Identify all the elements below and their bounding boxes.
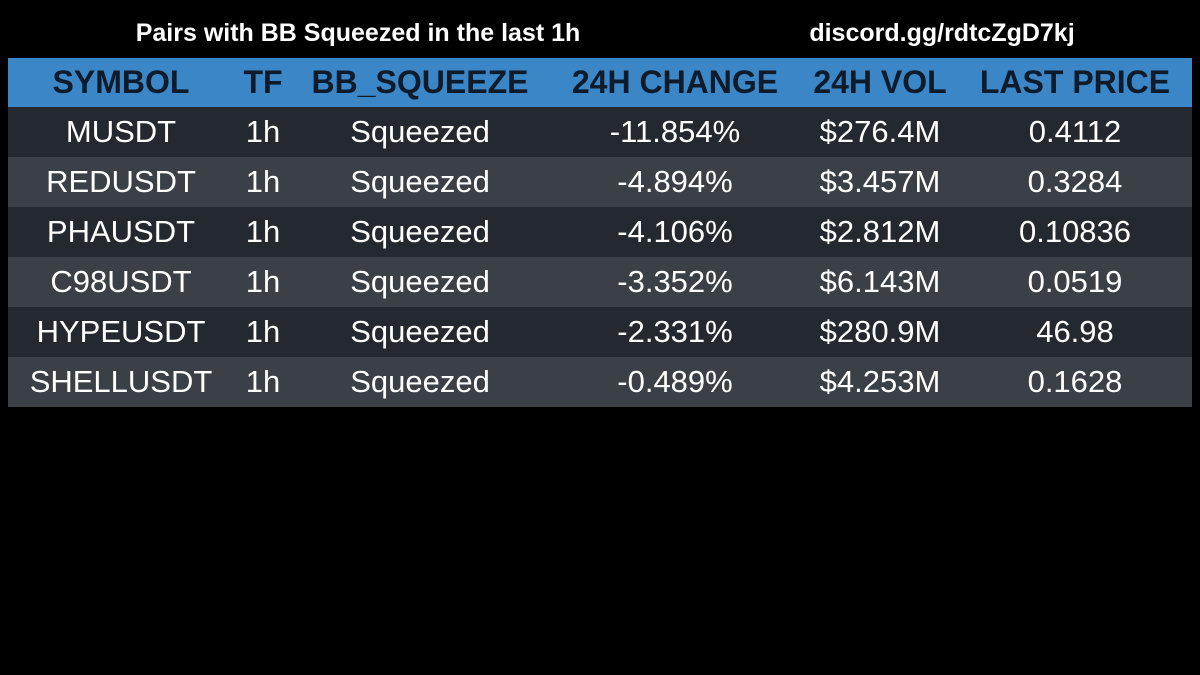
table-body: MUSDT 1h Squeezed -11.854% $276.4M 0.4112 REDU…: [8, 107, 1192, 407]
table-cell: $6.143M: [802, 257, 958, 307]
title: Pairs with BB Squeezed in the last 1h: [135, 19, 581, 47]
table-cell: SHELLUSDT: [8, 357, 234, 407]
table-cell: 1h: [234, 257, 292, 307]
table-cell: HYPEUSDT: [8, 307, 234, 357]
table-cell: 0.10836: [958, 207, 1192, 257]
table-row: MUSDT 1h Squeezed -11.854% $276.4M 0.4112: [8, 107, 1192, 157]
column-header: 24H CHANGE: [548, 58, 802, 107]
table-cell: Squeezed: [292, 257, 548, 307]
table-cell: PHAUSDT: [8, 207, 234, 257]
table-cell: 1h: [234, 157, 292, 207]
table-cell: REDUSDT: [8, 157, 234, 207]
table-cell: Squeezed: [292, 307, 548, 357]
column-header: BB_SQUEEZE: [292, 58, 548, 107]
table-cell: C98USDT: [8, 257, 234, 307]
table-cell: 1h: [234, 307, 292, 357]
pairs-table: SYMBOL TF BB_SQUEEZE 24H CHANGE 24H VOL LAST …: [8, 58, 1192, 407]
table-row: SHELLUSDT 1h Squeezed -0.489% $4.253M 0.1628: [8, 357, 1192, 407]
table-cell: 0.0519: [958, 257, 1192, 307]
header-row: SYMBOL TF BB_SQUEEZE 24H CHANGE 24H VOL LAST …: [8, 58, 1192, 107]
table-row: HYPEUSDT 1h Squeezed -2.331% $280.9M 46.98: [8, 307, 1192, 357]
table-cell: $276.4M: [802, 107, 958, 157]
table-cell: 1h: [234, 207, 292, 257]
column-header: 24H VOL: [802, 58, 958, 107]
table-row: REDUSDT 1h Squeezed -4.894% $3.457M 0.3284: [8, 157, 1192, 207]
table-cell: 0.3284: [958, 157, 1192, 207]
table-cell: 1h: [234, 357, 292, 407]
table-cell: Squeezed: [292, 107, 548, 157]
table-cell: MUSDT: [8, 107, 234, 157]
table-cell: 0.1628: [958, 357, 1192, 407]
table-row: PHAUSDT 1h Squeezed -4.106% $2.812M 0.10836: [8, 207, 1192, 257]
column-header: SYMBOL: [8, 58, 234, 107]
table-cell: 1h: [234, 107, 292, 157]
table-cell: Squeezed: [292, 207, 548, 257]
table-cell: -3.352%: [548, 257, 802, 307]
table-cell: 46.98: [958, 307, 1192, 357]
table-cell: -11.854%: [548, 107, 802, 157]
table-cell: $4.253M: [802, 357, 958, 407]
column-header: LAST PRICE: [958, 58, 1192, 107]
table-cell: $2.812M: [802, 207, 958, 257]
table-cell: $3.457M: [802, 157, 958, 207]
table-cell: Squeezed: [292, 157, 548, 207]
table-cell: Squeezed: [292, 357, 548, 407]
table-row: C98USDT 1h Squeezed -3.352% $6.143M 0.0519: [8, 257, 1192, 307]
discord-link: discord.gg/rdtcZgD7kj: [809, 19, 1075, 47]
column-header: TF: [234, 58, 292, 107]
table-cell: -4.894%: [548, 157, 802, 207]
table-cell: -4.106%: [548, 207, 802, 257]
table-cell: 0.4112: [958, 107, 1192, 157]
table-cell: -0.489%: [548, 357, 802, 407]
table-cell: $280.9M: [802, 307, 958, 357]
table-cell: -2.331%: [548, 307, 802, 357]
